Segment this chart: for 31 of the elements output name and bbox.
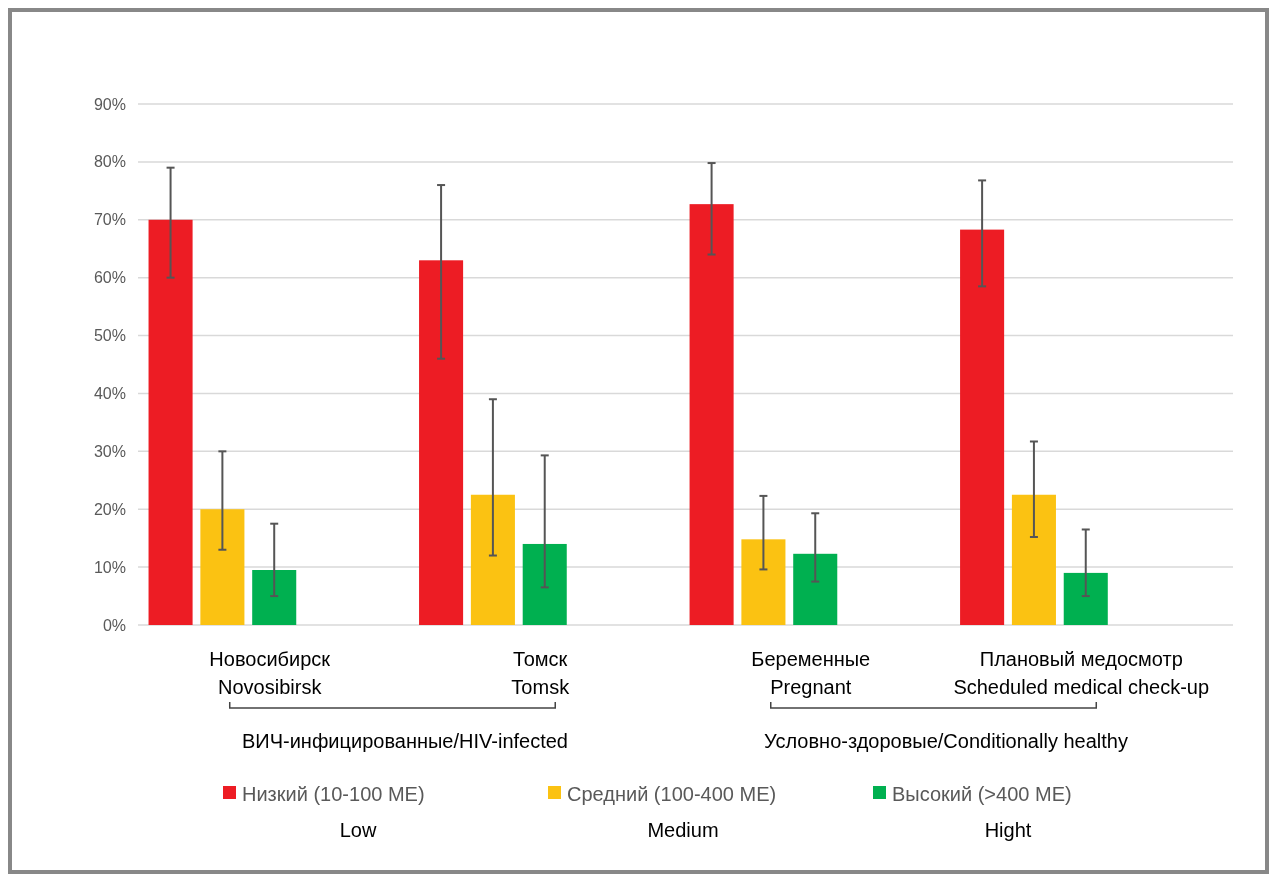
- y-tick-label: 30%: [93, 442, 126, 460]
- y-tick-label: 40%: [93, 385, 126, 403]
- x-tick-label: Беременные Pregnant: [751, 648, 871, 698]
- bar: [419, 260, 464, 625]
- bar: [522, 543, 567, 625]
- bar: [1063, 572, 1108, 625]
- y-tick-label: 90%: [93, 95, 126, 113]
- y-tick-label: 20%: [93, 500, 126, 518]
- legend-label: Низкий (10-100 МЕ) Low: [242, 783, 425, 841]
- legend-label: Высокий (>400 МЕ) Hight: [892, 783, 1072, 841]
- y-tick-label: 60%: [93, 269, 126, 287]
- bar: [1011, 494, 1056, 625]
- bar: [200, 509, 245, 625]
- bar: [793, 553, 838, 625]
- x-tick-label: Томск Tomsk: [511, 648, 571, 698]
- bar: [470, 494, 515, 625]
- text: Условно-здоровые/Conditionally healthy: [764, 730, 1128, 752]
- x-tick-label: Новосибирск Novosibirsk: [209, 648, 331, 698]
- y-tick-label: 0%: [102, 616, 126, 634]
- text: ВИЧ-инфицированные/HIV-infected: [241, 730, 569, 752]
- y-tick-label: 80%: [93, 153, 126, 171]
- x-tick-label: Плановый медосмотр Scheduled medical check-up: [953, 648, 1210, 698]
- bar: [960, 229, 1005, 625]
- y-tick-label: 50%: [93, 327, 126, 345]
- legend-label: Средний (100-400 МЕ) Medium: [567, 783, 777, 841]
- y-tick-label: 10%: [93, 558, 126, 576]
- y-tick-label: 70%: [93, 211, 126, 229]
- bar: [741, 539, 786, 625]
- bar: [148, 219, 193, 625]
- bar: [689, 204, 734, 625]
- bar: [252, 570, 297, 625]
